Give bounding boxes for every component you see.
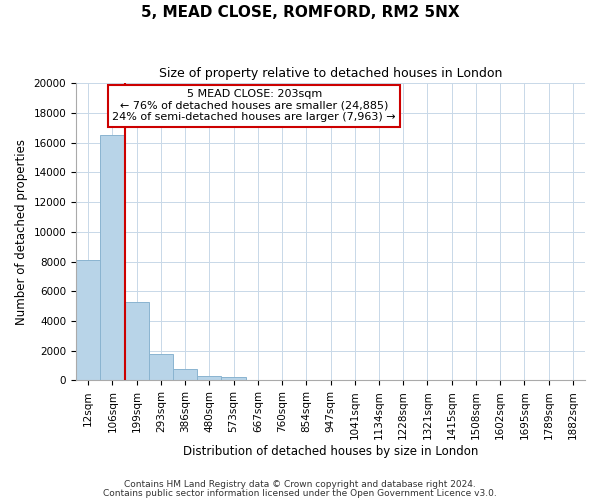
Text: 5, MEAD CLOSE, ROMFORD, RM2 5NX: 5, MEAD CLOSE, ROMFORD, RM2 5NX [140,5,460,20]
Title: Size of property relative to detached houses in London: Size of property relative to detached ho… [159,68,502,80]
Text: 5 MEAD CLOSE: 203sqm
← 76% of detached houses are smaller (24,885)
24% of semi-d: 5 MEAD CLOSE: 203sqm ← 76% of detached h… [112,89,396,122]
Text: Contains HM Land Registry data © Crown copyright and database right 2024.: Contains HM Land Registry data © Crown c… [124,480,476,489]
Text: Contains public sector information licensed under the Open Government Licence v3: Contains public sector information licen… [103,490,497,498]
Bar [197,376,221,380]
Bar [100,135,125,380]
Bar [125,302,149,380]
Bar [149,354,173,380]
Y-axis label: Number of detached properties: Number of detached properties [15,139,28,325]
Bar [173,370,197,380]
Bar [76,260,100,380]
Bar [221,378,245,380]
X-axis label: Distribution of detached houses by size in London: Distribution of detached houses by size … [183,444,478,458]
